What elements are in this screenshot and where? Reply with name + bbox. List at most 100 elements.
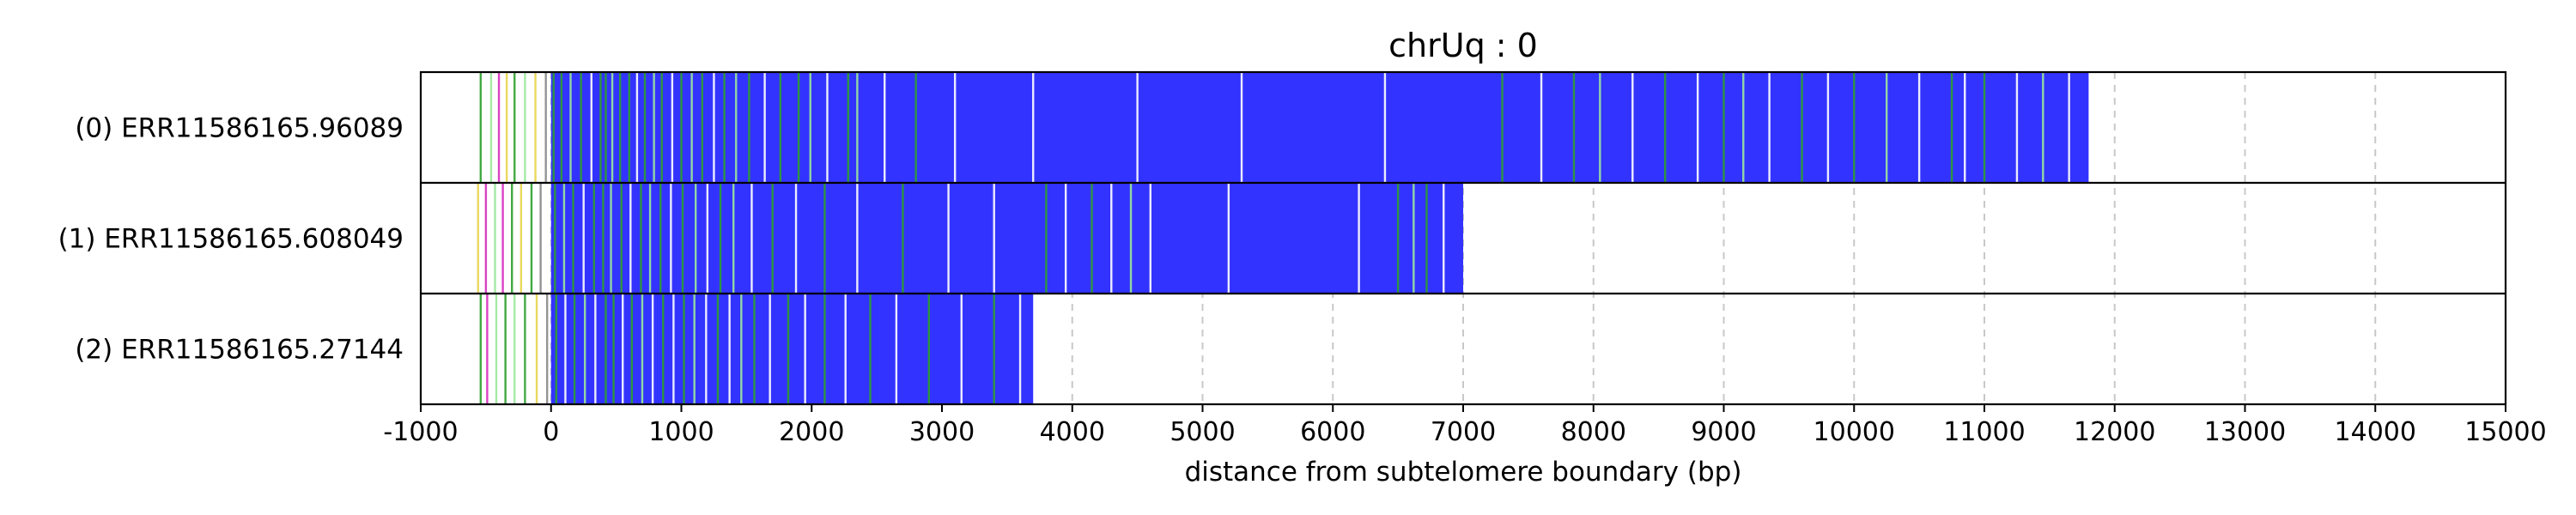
variant-mark-1-21 xyxy=(681,183,684,294)
variant-mark-1-2 xyxy=(494,183,496,294)
variant-mark-1-27 xyxy=(771,183,774,294)
read-rows xyxy=(477,72,2089,404)
x-tick-label-3: 2000 xyxy=(779,417,844,447)
variant-mark-0-16 xyxy=(618,72,622,183)
x-tick-label-12: 11000 xyxy=(1943,417,2025,447)
variant-mark-1-31 xyxy=(902,183,904,294)
variant-mark-1-36 xyxy=(1091,183,1093,294)
variant-mark-1-34 xyxy=(1045,183,1048,294)
variant-mark-1-44 xyxy=(1425,183,1428,294)
variant-mark-0-1 xyxy=(489,72,493,183)
variant-mark-2-30 xyxy=(804,294,806,404)
variant-mark-1-42 xyxy=(1396,183,1400,294)
variant-mark-0-53 xyxy=(1768,72,1771,183)
variant-mark-0-30 xyxy=(763,72,766,183)
x-tick-label-4: 3000 xyxy=(909,417,975,447)
variant-mark-0-55 xyxy=(1826,72,1830,183)
variant-mark-0-7 xyxy=(544,72,547,183)
variant-mark-0-35 xyxy=(847,72,849,183)
variant-mark-0-27 xyxy=(723,72,726,183)
variant-mark-1-3 xyxy=(501,183,504,294)
variant-mark-1-30 xyxy=(856,183,859,294)
read-row-2 xyxy=(479,294,1034,404)
row-label-1: (1) ERR11586165.608049 xyxy=(58,224,404,255)
variant-mark-0-4 xyxy=(513,72,516,183)
x-tick-label-13: 12000 xyxy=(2074,417,2155,447)
variant-mark-0-25 xyxy=(701,72,703,183)
variant-mark-1-41 xyxy=(1358,183,1360,294)
variant-mark-2-31 xyxy=(823,294,826,404)
variant-mark-2-18 xyxy=(651,294,654,404)
variant-mark-0-19 xyxy=(643,72,647,183)
variant-mark-0-28 xyxy=(735,72,738,183)
variant-mark-1-4 xyxy=(511,183,513,294)
variant-mark-1-32 xyxy=(947,183,950,294)
variant-mark-0-50 xyxy=(1696,72,1699,183)
x-tick-label-2: 1000 xyxy=(648,417,714,447)
variant-mark-0-21 xyxy=(660,72,663,183)
variant-mark-2-1 xyxy=(486,294,489,404)
variant-mark-2-20 xyxy=(672,294,675,404)
x-tick-label-8: 7000 xyxy=(1431,417,1496,447)
variant-mark-0-54 xyxy=(1801,72,1803,183)
variant-mark-1-26 xyxy=(750,183,753,294)
variant-mark-0-41 xyxy=(1136,72,1139,183)
variant-mark-2-0 xyxy=(479,294,483,404)
variant-mark-1-7 xyxy=(539,183,542,294)
variant-mark-1-38 xyxy=(1129,183,1133,294)
variant-mark-2-15 xyxy=(622,294,624,404)
row-label-0: (0) ERR11586165.96089 xyxy=(75,113,404,144)
variant-mark-1-6 xyxy=(530,183,533,294)
variant-mark-0-24 xyxy=(690,72,693,183)
variant-mark-0-20 xyxy=(653,72,655,183)
variant-mark-2-25 xyxy=(728,294,731,404)
variant-mark-0-38 xyxy=(914,72,917,183)
variant-mark-0-9 xyxy=(560,72,563,183)
variant-mark-1-43 xyxy=(1413,183,1415,294)
variant-mark-0-23 xyxy=(680,72,683,183)
variant-mark-1-37 xyxy=(1110,183,1113,294)
variant-mark-0-64 xyxy=(2068,72,2070,183)
variant-mark-1-29 xyxy=(823,183,826,294)
variant-mark-2-27 xyxy=(753,294,756,404)
variant-mark-0-56 xyxy=(1853,72,1856,183)
variant-mark-2-28 xyxy=(769,294,771,404)
variant-mark-0-43 xyxy=(1383,72,1387,183)
variant-mark-0-45 xyxy=(1540,72,1543,183)
variant-mark-0-57 xyxy=(1885,72,1888,183)
variant-mark-0-49 xyxy=(1664,72,1667,183)
variant-mark-1-45 xyxy=(1443,183,1445,294)
variant-mark-1-12 xyxy=(592,183,596,294)
variant-mark-0-17 xyxy=(628,72,630,183)
variant-mark-0-29 xyxy=(748,72,750,183)
variant-mark-0-51 xyxy=(1722,72,1725,183)
variant-mark-1-25 xyxy=(732,183,735,294)
x-tick-label-15: 14000 xyxy=(2335,417,2416,447)
variant-mark-2-8 xyxy=(555,294,558,404)
variant-mark-0-42 xyxy=(1240,72,1243,183)
variant-mark-2-26 xyxy=(740,294,743,404)
variant-mark-0-3 xyxy=(505,72,508,183)
variant-mark-1-20 xyxy=(670,183,672,294)
variant-mark-2-13 xyxy=(605,294,607,404)
variant-mark-0-8 xyxy=(552,72,555,183)
variant-mark-1-16 xyxy=(629,183,632,294)
variant-mark-1-9 xyxy=(562,183,566,294)
variant-mark-0-22 xyxy=(671,72,674,183)
x-tick-label-10: 9000 xyxy=(1691,417,1756,447)
variant-mark-1-33 xyxy=(993,183,995,294)
variant-mark-1-19 xyxy=(659,183,662,294)
variant-mark-0-37 xyxy=(884,72,886,183)
variant-mark-1-15 xyxy=(620,183,623,294)
variant-mark-0-11 xyxy=(580,72,582,183)
variant-mark-1-1 xyxy=(484,183,488,294)
variant-mark-2-23 xyxy=(705,294,708,404)
variant-mark-2-16 xyxy=(630,294,634,404)
variant-mark-1-5 xyxy=(519,183,523,294)
variant-mark-2-4 xyxy=(513,294,516,404)
variant-mark-1-18 xyxy=(648,183,652,294)
variant-mark-1-17 xyxy=(640,183,642,294)
variant-mark-1-0 xyxy=(477,183,479,294)
read-row-1 xyxy=(477,183,1463,294)
row-labels: (0) ERR11586165.96089 (1) ERR11586165.608… xyxy=(58,113,404,366)
